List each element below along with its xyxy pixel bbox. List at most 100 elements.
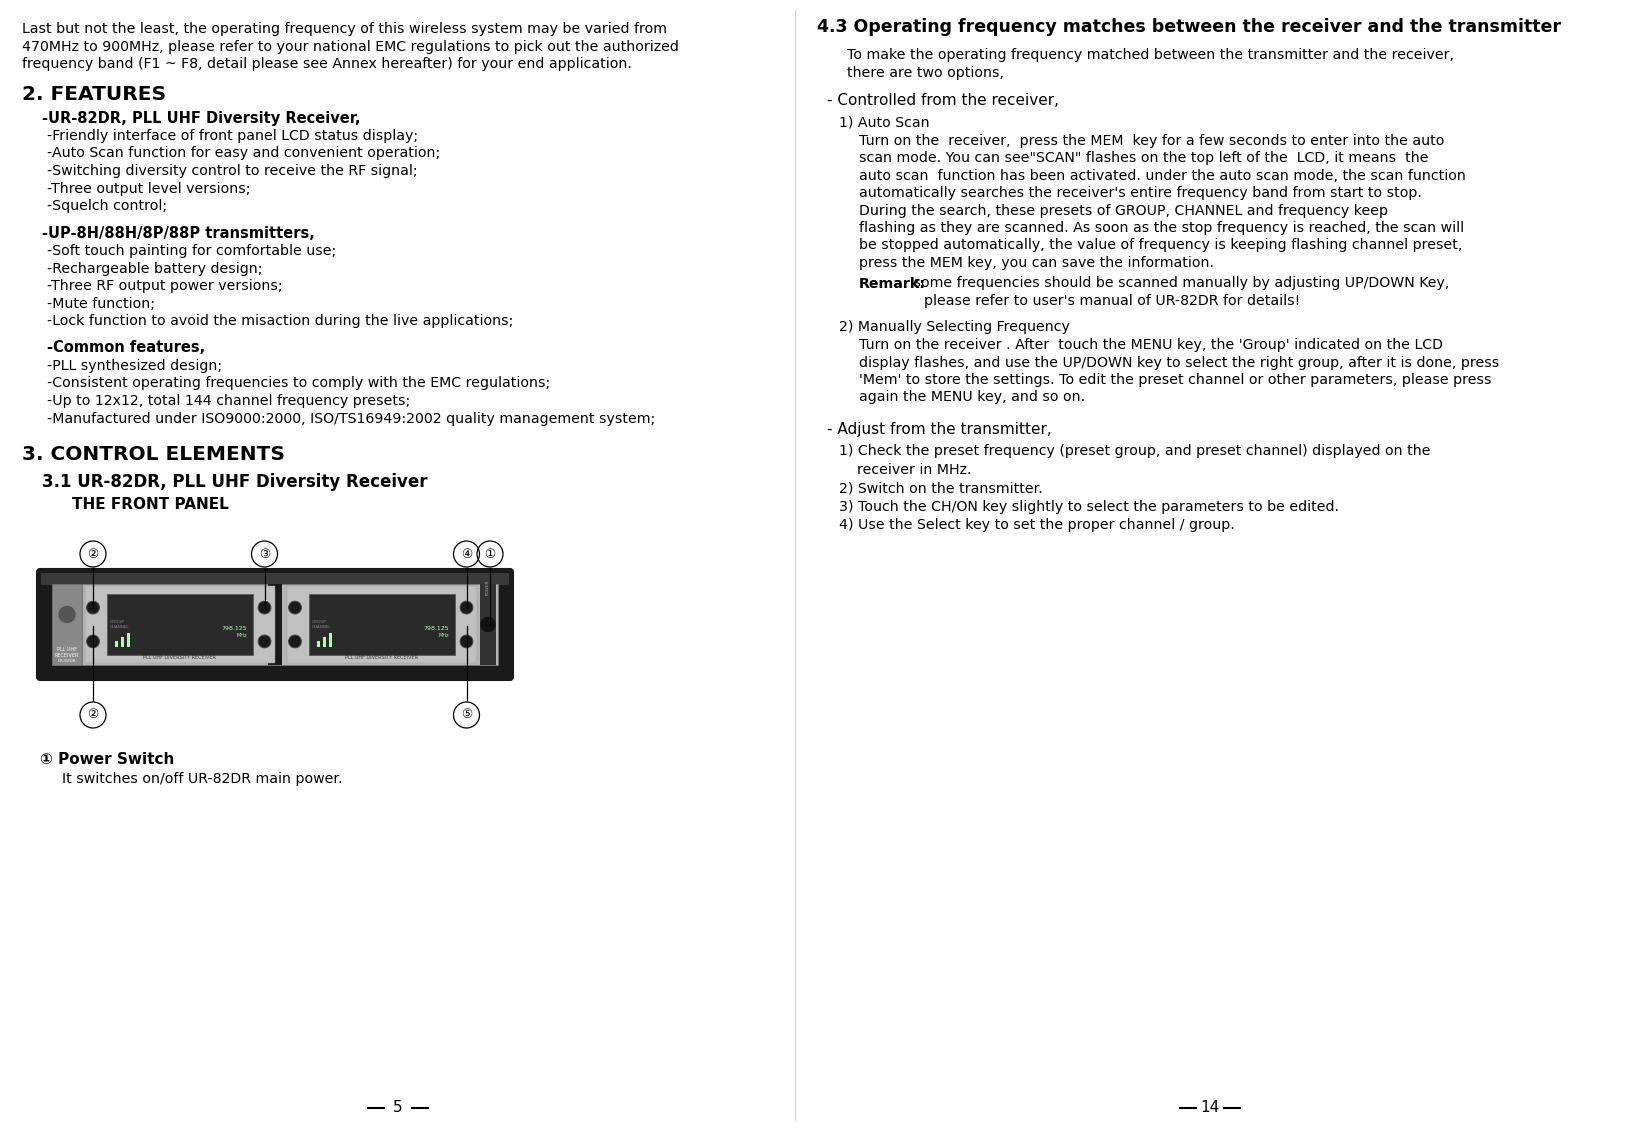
Text: 4) Use the Select key to set the proper channel / group.: 4) Use the Select key to set the proper … — [838, 518, 1235, 532]
Bar — [127, 633, 130, 647]
Text: 'Mem' to store the settings. To edit the preset channel or other parameters, ple: 'Mem' to store the settings. To edit the… — [860, 373, 1492, 386]
Bar — [317, 641, 320, 647]
Text: 2. FEATURES: 2. FEATURES — [23, 85, 166, 104]
Circle shape — [88, 602, 99, 614]
Text: -Rechargeable battery design;: -Rechargeable battery design; — [47, 261, 263, 276]
Text: 1) Auto Scan: 1) Auto Scan — [838, 115, 929, 129]
Text: again the MENU key, and so on.: again the MENU key, and so on. — [860, 391, 1086, 405]
Text: PLL UHF DIVERSITY RECEIVER: PLL UHF DIVERSITY RECEIVER — [344, 655, 418, 660]
Circle shape — [252, 541, 278, 567]
Circle shape — [80, 541, 106, 567]
Text: -Three RF output power versions;: -Three RF output power versions; — [47, 279, 283, 293]
Text: 4.3 Operating frequency matches between the receiver and the transmitter: 4.3 Operating frequency matches between … — [817, 18, 1562, 36]
Text: During the search, these presets of GROUP, CHANNEL and frequency keep: During the search, these presets of GROU… — [860, 203, 1388, 217]
Circle shape — [453, 702, 479, 728]
Text: Remark:: Remark: — [860, 277, 926, 290]
Text: -Mute function;: -Mute function; — [47, 296, 154, 311]
Text: POWER: POWER — [486, 580, 491, 596]
Text: ①: ① — [484, 548, 496, 560]
Text: 798.125: 798.125 — [223, 626, 247, 631]
Text: flashing as they are scanned. As soon as the stop frequency is reached, the scan: flashing as they are scanned. As soon as… — [860, 221, 1464, 235]
Text: It switches on/off UR-82DR main power.: It switches on/off UR-82DR main power. — [62, 772, 343, 786]
Text: ③: ③ — [258, 548, 270, 560]
Text: 2) Manually Selecting Frequency: 2) Manually Selecting Frequency — [838, 320, 1069, 333]
Text: -Soft touch painting for comfortable use;: -Soft touch painting for comfortable use… — [47, 244, 336, 258]
Bar — [107, 594, 252, 655]
Text: -Lock function to avoid the misaction during the live applications;: -Lock function to avoid the misaction du… — [47, 314, 514, 328]
Bar — [52, 584, 81, 664]
Circle shape — [88, 636, 99, 647]
Bar — [309, 594, 455, 655]
Bar — [120, 637, 124, 647]
Bar — [52, 584, 497, 664]
Text: PLL UHF DIVERSITY RECEIVER: PLL UHF DIVERSITY RECEIVER — [143, 655, 216, 660]
Text: -Manufactured under ISO9000:2000, ISO/TS16949:2002 quality management system;: -Manufactured under ISO9000:2000, ISO/TS… — [47, 411, 655, 426]
Text: - Controlled from the receiver,: - Controlled from the receiver, — [827, 93, 1060, 108]
Text: -UP-8H/88H/8P/88P transmitters,: -UP-8H/88H/8P/88P transmitters, — [42, 226, 315, 241]
Text: 3. CONTROL ELEMENTS: 3. CONTROL ELEMENTS — [23, 445, 284, 464]
Text: Turn on the receiver . After  touch the MENU key, the 'Group' indicated on the L: Turn on the receiver . After touch the M… — [860, 338, 1443, 353]
Text: - Adjust from the transmitter,: - Adjust from the transmitter, — [827, 421, 1051, 437]
Text: -Up to 12x12, total 144 channel frequency presets;: -Up to 12x12, total 144 channel frequenc… — [47, 394, 410, 408]
Circle shape — [80, 702, 106, 728]
Text: MHz: MHz — [237, 633, 247, 638]
Text: MHz: MHz — [439, 633, 450, 638]
Text: press the MEM key, you can save the information.: press the MEM key, you can save the info… — [860, 257, 1214, 270]
Bar — [268, 584, 283, 664]
Text: 3.1 UR-82DR, PLL UHF Diversity Receiver: 3.1 UR-82DR, PLL UHF Diversity Receiver — [42, 473, 427, 492]
Text: -Friendly interface of front panel LCD status display;: -Friendly interface of front panel LCD s… — [47, 129, 418, 144]
Text: ②: ② — [88, 548, 99, 560]
Text: 5: 5 — [393, 1101, 403, 1115]
Circle shape — [258, 636, 270, 647]
Circle shape — [258, 602, 270, 614]
Text: ④: ④ — [461, 548, 473, 560]
Text: To make the operating frequency matched between the transmitter and the receiver: To make the operating frequency matched … — [847, 47, 1454, 62]
Text: -Switching diversity control to receive the RF signal;: -Switching diversity control to receive … — [47, 164, 418, 179]
Text: ① Power Switch: ① Power Switch — [41, 751, 174, 767]
Bar — [479, 584, 496, 664]
Text: frequency band (F1 ~ F8, detail please see Annex hereafter) for your end applica: frequency band (F1 ~ F8, detail please s… — [23, 56, 632, 71]
Text: GROUP
CHANNEL: GROUP CHANNEL — [312, 620, 332, 628]
Text: 470MHz to 900MHz, please refer to your national EMC regulations to pick out the : 470MHz to 900MHz, please refer to your n… — [23, 40, 679, 53]
Text: Last but not the least, the operating frequency of this wireless system may be v: Last but not the least, the operating fr… — [23, 21, 666, 36]
Bar — [115, 641, 119, 647]
Text: 1) Check the preset frequency (preset group, and preset channel) displayed on th: 1) Check the preset frequency (preset gr… — [838, 444, 1430, 458]
Bar — [323, 637, 327, 647]
Text: -Common features,: -Common features, — [47, 340, 205, 356]
Text: ⑤: ⑤ — [461, 709, 473, 721]
Bar — [328, 633, 331, 647]
Text: 3) Touch the CH/ON key slightly to select the parameters to be edited.: 3) Touch the CH/ON key slightly to selec… — [838, 499, 1339, 513]
Text: THE FRONT PANEL: THE FRONT PANEL — [72, 497, 229, 512]
Text: 2) Switch on the transmitter.: 2) Switch on the transmitter. — [838, 481, 1043, 495]
Text: receiver in MHz.: receiver in MHz. — [838, 462, 972, 477]
Circle shape — [58, 607, 75, 623]
Circle shape — [461, 602, 471, 614]
Circle shape — [478, 541, 504, 567]
Text: some frequencies should be scanned manually by adjusting UP/DOWN Key,: some frequencies should be scanned manua… — [908, 277, 1450, 290]
Text: there are two options,: there are two options, — [847, 66, 1004, 79]
Text: ②: ② — [88, 709, 99, 721]
Circle shape — [481, 617, 496, 632]
Circle shape — [461, 636, 471, 647]
Text: UR-82DR: UR-82DR — [58, 659, 76, 663]
Text: -Auto Scan function for easy and convenient operation;: -Auto Scan function for easy and conveni… — [47, 147, 440, 160]
Text: Turn on the  receiver,  press the MEM  key for a few seconds to enter into the a: Turn on the receiver, press the MEM key … — [860, 133, 1445, 148]
Text: 798.125: 798.125 — [424, 626, 450, 631]
Text: GROUP
CHANNEL: GROUP CHANNEL — [111, 620, 130, 628]
FancyBboxPatch shape — [37, 570, 514, 680]
Text: -Three output level versions;: -Three output level versions; — [47, 182, 250, 195]
Text: scan mode. You can see"SCAN" flashes on the top left of the  LCD, it means  the: scan mode. You can see"SCAN" flashes on … — [860, 151, 1428, 165]
Bar — [288, 586, 476, 663]
Text: please refer to user's manual of UR-82DR for details!: please refer to user's manual of UR-82DR… — [925, 294, 1300, 308]
Text: -UR-82DR, PLL UHF Diversity Receiver,: -UR-82DR, PLL UHF Diversity Receiver, — [42, 111, 361, 125]
Circle shape — [453, 541, 479, 567]
Text: auto scan  function has been activated. under the auto scan mode, the scan funct: auto scan function has been activated. u… — [860, 168, 1466, 183]
FancyBboxPatch shape — [41, 573, 509, 585]
Text: PLL UHF
RECEIVER: PLL UHF RECEIVER — [55, 647, 80, 658]
Bar — [84, 586, 275, 663]
Text: 14: 14 — [1201, 1101, 1220, 1115]
Circle shape — [289, 602, 301, 614]
Text: -Consistent operating frequencies to comply with the EMC regulations;: -Consistent operating frequencies to com… — [47, 376, 551, 391]
Text: -Squelch control;: -Squelch control; — [47, 199, 167, 212]
Text: be stopped automatically, the value of frequency is keeping flashing channel pre: be stopped automatically, the value of f… — [860, 238, 1462, 252]
